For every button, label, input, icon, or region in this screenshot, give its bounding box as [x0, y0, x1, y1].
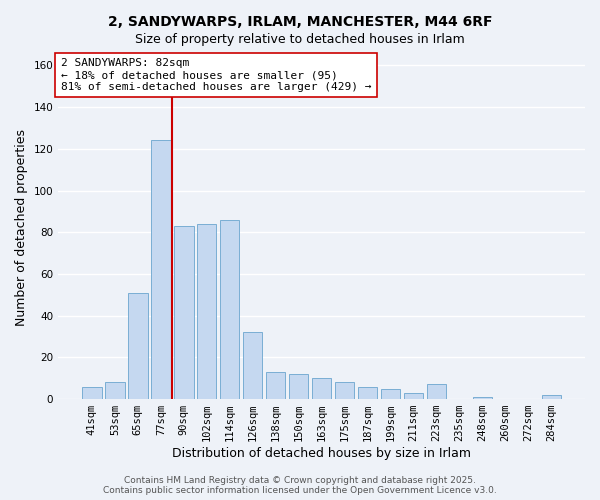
Bar — [197, 224, 217, 399]
Bar — [404, 393, 423, 399]
Bar — [266, 372, 286, 399]
Text: 2 SANDYWARPS: 82sqm
← 18% of detached houses are smaller (95)
81% of semi-detach: 2 SANDYWARPS: 82sqm ← 18% of detached ho… — [61, 58, 371, 92]
Bar — [82, 386, 101, 399]
Bar — [312, 378, 331, 399]
Bar — [151, 140, 170, 399]
Bar — [473, 397, 492, 399]
Text: 2, SANDYWARPS, IRLAM, MANCHESTER, M44 6RF: 2, SANDYWARPS, IRLAM, MANCHESTER, M44 6R… — [108, 15, 492, 29]
Bar — [427, 384, 446, 399]
X-axis label: Distribution of detached houses by size in Irlam: Distribution of detached houses by size … — [172, 447, 471, 460]
Bar — [105, 382, 125, 399]
Text: Contains HM Land Registry data © Crown copyright and database right 2025.
Contai: Contains HM Land Registry data © Crown c… — [103, 476, 497, 495]
Bar — [381, 388, 400, 399]
Bar — [542, 395, 561, 399]
Bar — [289, 374, 308, 399]
Bar — [128, 292, 148, 399]
Bar — [335, 382, 355, 399]
Bar — [174, 226, 194, 399]
Bar — [358, 386, 377, 399]
Bar — [220, 220, 239, 399]
Text: Size of property relative to detached houses in Irlam: Size of property relative to detached ho… — [135, 32, 465, 46]
Bar — [243, 332, 262, 399]
Y-axis label: Number of detached properties: Number of detached properties — [15, 128, 28, 326]
